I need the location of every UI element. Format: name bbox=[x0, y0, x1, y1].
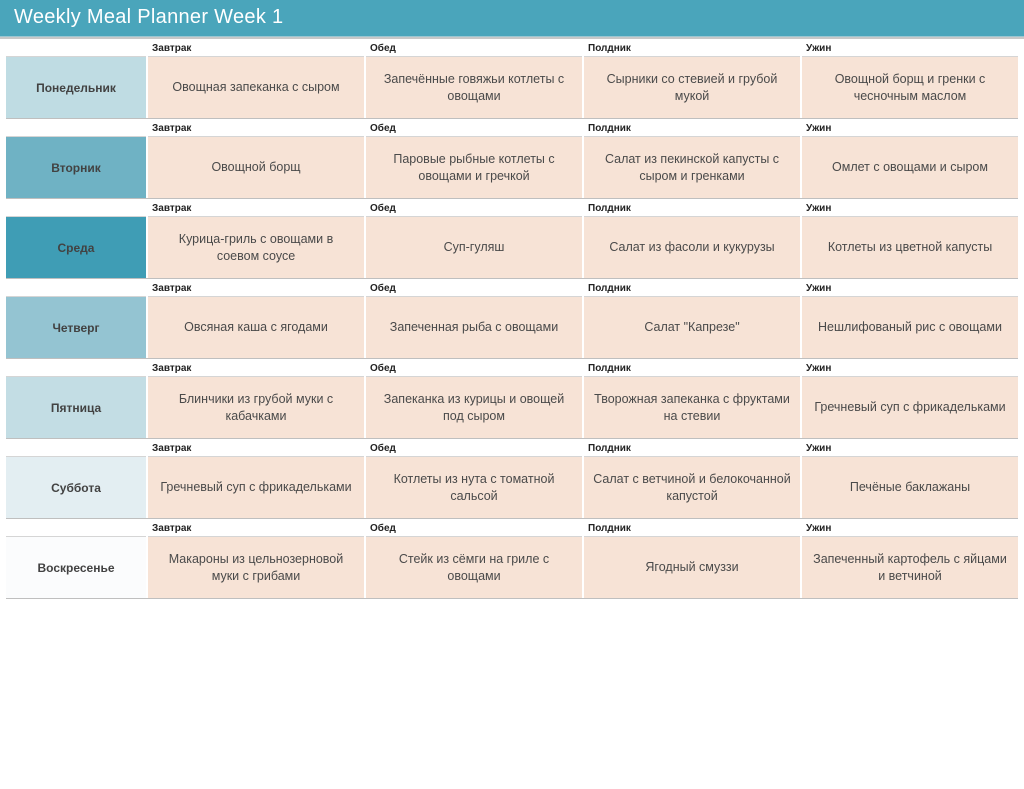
day-name-cell: Среда bbox=[6, 216, 146, 278]
header-spacer bbox=[6, 361, 146, 376]
day-row: ПонедельникОвощная запеканка с сыромЗапе… bbox=[6, 56, 1018, 119]
meal-header: Обед bbox=[366, 441, 582, 456]
meal-header: Завтрак bbox=[148, 201, 364, 216]
day-name-cell: Суббота bbox=[6, 456, 146, 518]
meal-cell: Салат из пекинской капусты с сыром и гре… bbox=[584, 136, 800, 198]
day-block: ЗавтракОбедПолдникУжинПятницаБлинчики из… bbox=[6, 361, 1018, 439]
meal-header: Обед bbox=[366, 201, 582, 216]
header-spacer bbox=[6, 41, 146, 56]
meal-cell: Салат с ветчиной и белокочанной капустой bbox=[584, 456, 800, 518]
header-spacer bbox=[6, 521, 146, 536]
meal-header: Ужин bbox=[802, 441, 1018, 456]
header-spacer bbox=[6, 441, 146, 456]
meal-cell: Ягодный смуззи bbox=[584, 536, 800, 598]
header-spacer bbox=[6, 121, 146, 136]
meal-cell: Овсяная каша с ягодами bbox=[148, 296, 364, 358]
day-row: ВоскресеньеМакароны из цельнозерновой му… bbox=[6, 536, 1018, 599]
meal-cell: Блинчики из грубой муки с кабачками bbox=[148, 376, 364, 438]
meal-header-row: ЗавтракОбедПолдникУжин bbox=[6, 521, 1018, 536]
meal-cell: Запеченный картофель с яйцами и ветчиной bbox=[802, 536, 1018, 598]
meal-cell: Гречневый суп с фрикадельками bbox=[802, 376, 1018, 438]
meal-planner-grid: ЗавтракОбедПолдникУжинПонедельникОвощная… bbox=[0, 41, 1024, 607]
day-block: ЗавтракОбедПолдникУжинСредаКурица-гриль … bbox=[6, 201, 1018, 279]
day-block: ЗавтракОбедПолдникУжинВоскресеньеМакарон… bbox=[6, 521, 1018, 599]
meal-header-row: ЗавтракОбедПолдникУжин bbox=[6, 121, 1018, 136]
day-name-cell: Четверг bbox=[6, 296, 146, 358]
header-spacer bbox=[6, 201, 146, 216]
meal-header: Полдник bbox=[584, 521, 800, 536]
meal-header: Завтрак bbox=[148, 521, 364, 536]
day-row: ПятницаБлинчики из грубой муки с кабачка… bbox=[6, 376, 1018, 439]
meal-cell: Котлеты из нута с томатной сальсой bbox=[366, 456, 582, 518]
meal-cell: Овощной борщ bbox=[148, 136, 364, 198]
day-block: ЗавтракОбедПолдникУжинВторникОвощной бор… bbox=[6, 121, 1018, 199]
meal-cell: Печёные баклажаны bbox=[802, 456, 1018, 518]
meal-header: Обед bbox=[366, 41, 582, 56]
meal-header-row: ЗавтракОбедПолдникУжин bbox=[6, 361, 1018, 376]
meal-cell: Стейк из сёмги на гриле с овощами bbox=[366, 536, 582, 598]
meal-cell: Творожная запеканка с фруктами на стевии bbox=[584, 376, 800, 438]
meal-header: Ужин bbox=[802, 361, 1018, 376]
meal-header: Ужин bbox=[802, 41, 1018, 56]
day-block: ЗавтракОбедПолдникУжинСубботаГречневый с… bbox=[6, 441, 1018, 519]
meal-cell: Овощная запеканка с сыром bbox=[148, 56, 364, 118]
day-name-cell: Понедельник bbox=[6, 56, 146, 118]
meal-cell: Нешлифованый рис с овощами bbox=[802, 296, 1018, 358]
meal-header: Обед bbox=[366, 281, 582, 296]
day-block: ЗавтракОбедПолдникУжинЧетвергОвсяная каш… bbox=[6, 281, 1018, 359]
day-row: СредаКурица-гриль с овощами в соевом соу… bbox=[6, 216, 1018, 279]
meal-cell: Салат "Капрезе" bbox=[584, 296, 800, 358]
meal-cell: Сырники со стевией и грубой мукой bbox=[584, 56, 800, 118]
meal-cell: Паровые рыбные котлеты с овощами и гречк… bbox=[366, 136, 582, 198]
meal-header-row: ЗавтракОбедПолдникУжин bbox=[6, 281, 1018, 296]
meal-cell: Котлеты из цветной капусты bbox=[802, 216, 1018, 278]
meal-header: Полдник bbox=[584, 361, 800, 376]
meal-header: Завтрак bbox=[148, 361, 364, 376]
meal-header: Обед bbox=[366, 521, 582, 536]
meal-header: Полдник bbox=[584, 281, 800, 296]
meal-cell: Курица-гриль с овощами в соевом соусе bbox=[148, 216, 364, 278]
meal-header: Ужин bbox=[802, 281, 1018, 296]
meal-header: Обед bbox=[366, 361, 582, 376]
meal-header: Завтрак bbox=[148, 281, 364, 296]
day-name-cell: Воскресенье bbox=[6, 536, 146, 598]
page-title: Weekly Meal Planner Week 1 bbox=[0, 0, 1024, 37]
meal-cell: Макароны из цельнозерновой муки с грибам… bbox=[148, 536, 364, 598]
meal-header: Завтрак bbox=[148, 441, 364, 456]
meal-cell: Салат из фасоли и кукурузы bbox=[584, 216, 800, 278]
meal-cell: Суп-гуляш bbox=[366, 216, 582, 278]
meal-cell: Запеканка из курицы и овощей под сыром bbox=[366, 376, 582, 438]
meal-cell: Гречневый суп с фрикадельками bbox=[148, 456, 364, 518]
day-name-cell: Пятница bbox=[6, 376, 146, 438]
meal-header: Ужин bbox=[802, 121, 1018, 136]
day-block: ЗавтракОбедПолдникУжинПонедельникОвощная… bbox=[6, 41, 1018, 119]
meal-cell: Омлет с овощами и сыром bbox=[802, 136, 1018, 198]
meal-cell: Запеченная рыба с овощами bbox=[366, 296, 582, 358]
meal-header: Обед bbox=[366, 121, 582, 136]
meal-header: Полдник bbox=[584, 121, 800, 136]
meal-header: Полдник bbox=[584, 41, 800, 56]
meal-header: Завтрак bbox=[148, 121, 364, 136]
day-row: ЧетвергОвсяная каша с ягодамиЗапеченная … bbox=[6, 296, 1018, 359]
day-name-cell: Вторник bbox=[6, 136, 146, 198]
meal-header-row: ЗавтракОбедПолдникУжин bbox=[6, 441, 1018, 456]
meal-header: Полдник bbox=[584, 201, 800, 216]
meal-header: Ужин bbox=[802, 201, 1018, 216]
meal-header-row: ЗавтракОбедПолдникУжин bbox=[6, 41, 1018, 56]
meal-header: Ужин bbox=[802, 521, 1018, 536]
day-row: ВторникОвощной борщПаровые рыбные котлет… bbox=[6, 136, 1018, 199]
meal-header: Полдник bbox=[584, 441, 800, 456]
header-spacer bbox=[6, 281, 146, 296]
meal-header: Завтрак bbox=[148, 41, 364, 56]
meal-cell: Запечённые говяжьи котлеты с овощами bbox=[366, 56, 582, 118]
meal-header-row: ЗавтракОбедПолдникУжин bbox=[6, 201, 1018, 216]
title-underline bbox=[0, 37, 1024, 39]
day-row: СубботаГречневый суп с фрикаделькамиКотл… bbox=[6, 456, 1018, 519]
meal-cell: Овощной борщ и гренки с чесночным маслом bbox=[802, 56, 1018, 118]
